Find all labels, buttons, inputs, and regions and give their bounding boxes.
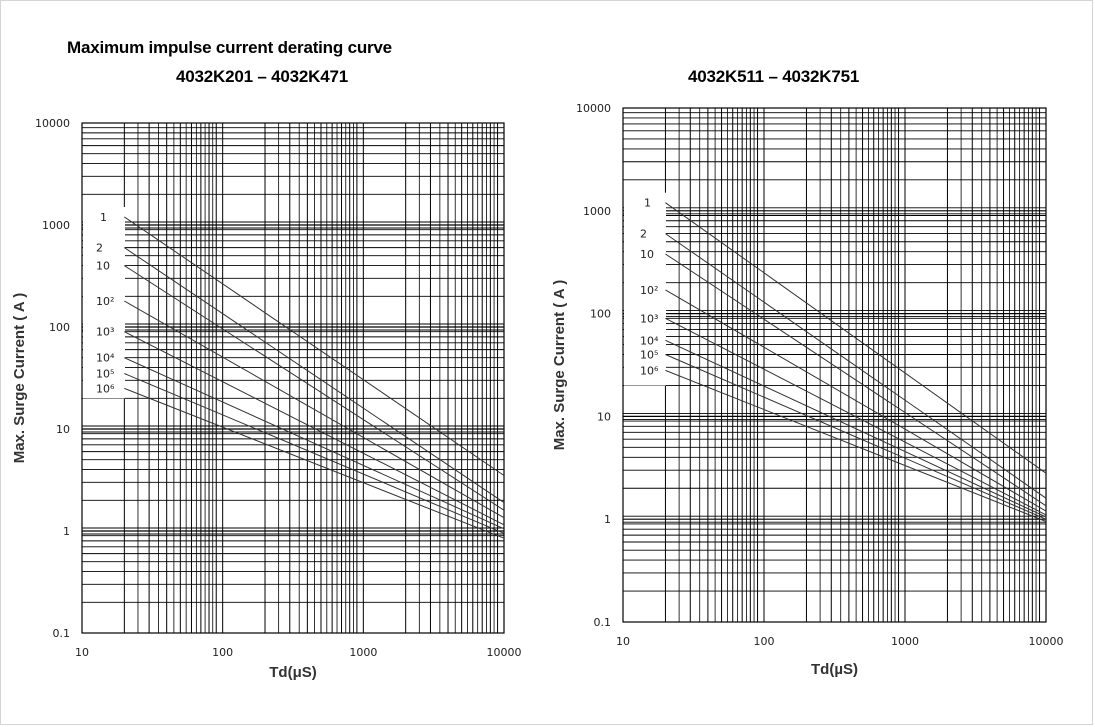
chart2-plot-border xyxy=(622,107,1047,623)
right-chart-subtitle: 4032K511 – 4032K751 xyxy=(688,67,860,86)
chart1-series-line-10e5 xyxy=(124,373,505,534)
chart1-y-axis-label: Max. Surge Current ( A ) xyxy=(11,293,28,464)
chart1-xtick-label: 10 xyxy=(75,646,89,659)
chart1-series-label-10e5: 10⁵ xyxy=(96,368,114,381)
chart1-series-label-2: 2 xyxy=(96,242,103,255)
chart2-series-label-2: 2 xyxy=(640,228,647,241)
chart1-ytick-label: 1000 xyxy=(42,219,70,232)
chart2-label-backdrop xyxy=(624,192,666,386)
chart2-series-label-1: 1 xyxy=(644,197,651,210)
chart2-plot-area xyxy=(623,108,1046,622)
chart1-series-line-10 xyxy=(124,265,505,511)
chart1-series-line-1 xyxy=(124,216,505,476)
chart2-series-line-10 xyxy=(665,253,1047,507)
chart2-series-label-10e5: 10⁵ xyxy=(640,349,658,362)
chart1-series-line-10e2 xyxy=(124,300,505,519)
chart2-x-axis-label: Td(µS) xyxy=(811,661,858,678)
chart1-xtick-label: 100 xyxy=(212,646,233,659)
chart1-series-label-1: 1 xyxy=(100,211,107,224)
chart1-series-label-10: 10 xyxy=(96,260,110,273)
chart2-xtick-label: 100 xyxy=(754,635,775,648)
chart2-series-line-10e4 xyxy=(665,339,1047,518)
chart1-series-label-10e6: 10⁶ xyxy=(96,382,115,395)
chart1-plot-border xyxy=(81,122,505,634)
page-title: Maximum impulse current derating curve xyxy=(67,38,392,57)
chart2-ytick-label: 10000 xyxy=(576,102,611,115)
chart2-series-line-1 xyxy=(665,202,1047,474)
chart2-series-line-10e3 xyxy=(665,317,1047,516)
chart2-series-line-10e6 xyxy=(665,369,1047,522)
chart2-ytick-label: 100 xyxy=(590,308,611,321)
chart1-ytick-label: 100 xyxy=(49,321,70,334)
chart1-x-axis-label: Td(μS) xyxy=(269,664,317,681)
chart1-plot-area xyxy=(82,123,504,633)
chart1-series-label-10e3: 10³ xyxy=(96,326,114,339)
chart2-xtick-label: 10 xyxy=(616,635,630,648)
chart1-series-line-10e4 xyxy=(124,357,505,530)
chart1-ytick-label: 10 xyxy=(56,423,70,436)
chart1-ytick-label: 0.1 xyxy=(53,627,71,640)
chart2-ytick-label: 10 xyxy=(597,410,611,423)
chart2-ytick-label: 0.1 xyxy=(594,616,612,629)
left-chart-subtitle: 4032K201 – 4032K471 xyxy=(176,67,349,86)
chart1-label-backdrop xyxy=(83,207,125,399)
chart1-series-line-2 xyxy=(124,247,505,504)
chart2-xtick-label: 1000 xyxy=(891,635,919,648)
chart2-series-label-10e4: 10⁴ xyxy=(640,334,659,347)
chart2-series-line-10e2 xyxy=(665,289,1047,512)
chart1-xtick-label: 10000 xyxy=(487,646,522,659)
chart1-ytick-label: 10000 xyxy=(35,117,70,130)
chart2-series-label-10: 10 xyxy=(640,248,654,261)
chart2-series-label-10e6: 10⁶ xyxy=(640,364,659,377)
chart2-xtick-label: 10000 xyxy=(1029,635,1064,648)
chart2-series-label-10e2: 10² xyxy=(640,284,658,297)
chart2-y-axis-label: Max. Surge Current ( A ) xyxy=(551,280,568,451)
chart2-series-line-2 xyxy=(665,233,1047,499)
chart2-series-line-10e5 xyxy=(665,354,1047,520)
chart1-xtick-label: 1000 xyxy=(349,646,377,659)
chart2-series-label-10e3: 10³ xyxy=(640,312,658,325)
chart2-ytick-label: 1 xyxy=(604,513,611,526)
chart1-series-line-10e6 xyxy=(124,387,505,539)
chart1-series-line-10e3 xyxy=(124,331,505,526)
chart2-ytick-label: 1000 xyxy=(583,205,611,218)
chart1-series-label-10e4: 10⁴ xyxy=(96,352,115,365)
chart1-series-label-10e2: 10² xyxy=(96,295,114,308)
chart1-ytick-label: 1 xyxy=(63,525,70,538)
